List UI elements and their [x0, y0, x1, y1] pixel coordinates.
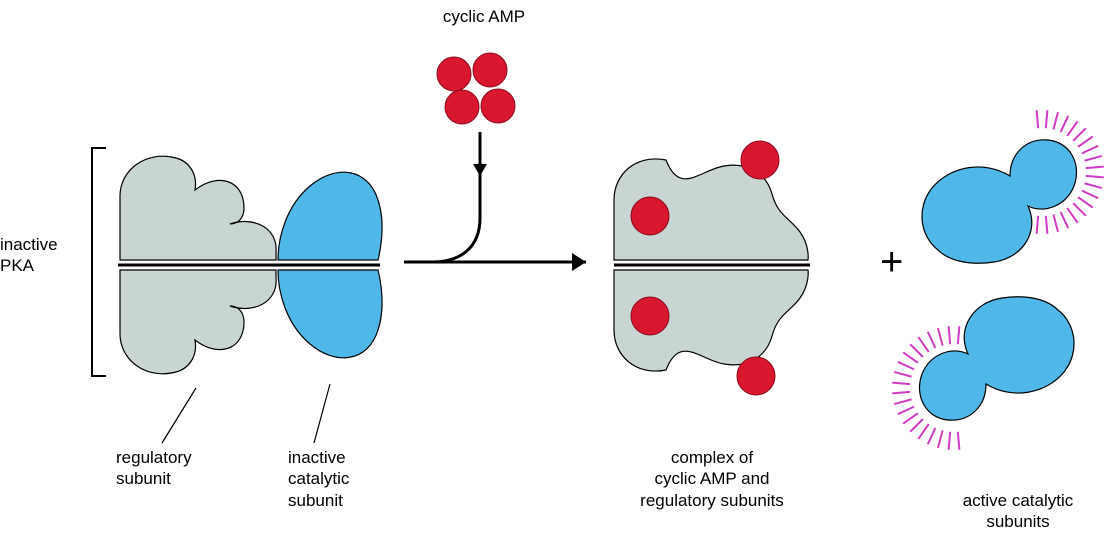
camp-molecule-0 [437, 57, 471, 91]
regulatory-subunit-top [120, 156, 276, 260]
label-active-catalytic: active catalytic subunits [918, 490, 1114, 533]
camp-molecule-3 [481, 89, 515, 123]
reaction-arrow-midhead [473, 164, 487, 176]
bracket [92, 148, 106, 376]
reaction-arrow-head [572, 253, 586, 271]
bound-camp-2 [631, 297, 669, 335]
camp-molecule-1 [473, 53, 507, 87]
catalytic-subunit-bottom [278, 270, 382, 358]
label-regulatory-sub: regulatory subunit [116, 447, 246, 490]
camp-molecule-2 [445, 90, 479, 124]
label-inactive-pka: inactive PKA [0, 234, 90, 277]
active-catalytic-top [922, 140, 1077, 263]
bound-camp-0 [741, 141, 779, 179]
label-cyclic-amp: cyclic AMP [404, 6, 564, 27]
bound-camp-3 [737, 357, 775, 395]
regulatory-subunit-bottom [120, 270, 276, 374]
label-inactive-catalytic: inactive catalytic subunit [288, 447, 418, 511]
bound-camp-1 [631, 197, 669, 235]
diagram-stage: cyclic AMP inactive PKA regulatory subun… [0, 0, 1114, 560]
pointer-regulatory [162, 388, 196, 443]
reaction-arrow-line [404, 132, 586, 262]
plus-sign: + [880, 240, 903, 285]
pointer-catalytic [314, 384, 330, 443]
catalytic-subunit-top [278, 172, 382, 260]
active-catalytic-bottom [920, 297, 1075, 420]
label-complex: complex of cyclic AMP and regulatory sub… [582, 447, 842, 511]
